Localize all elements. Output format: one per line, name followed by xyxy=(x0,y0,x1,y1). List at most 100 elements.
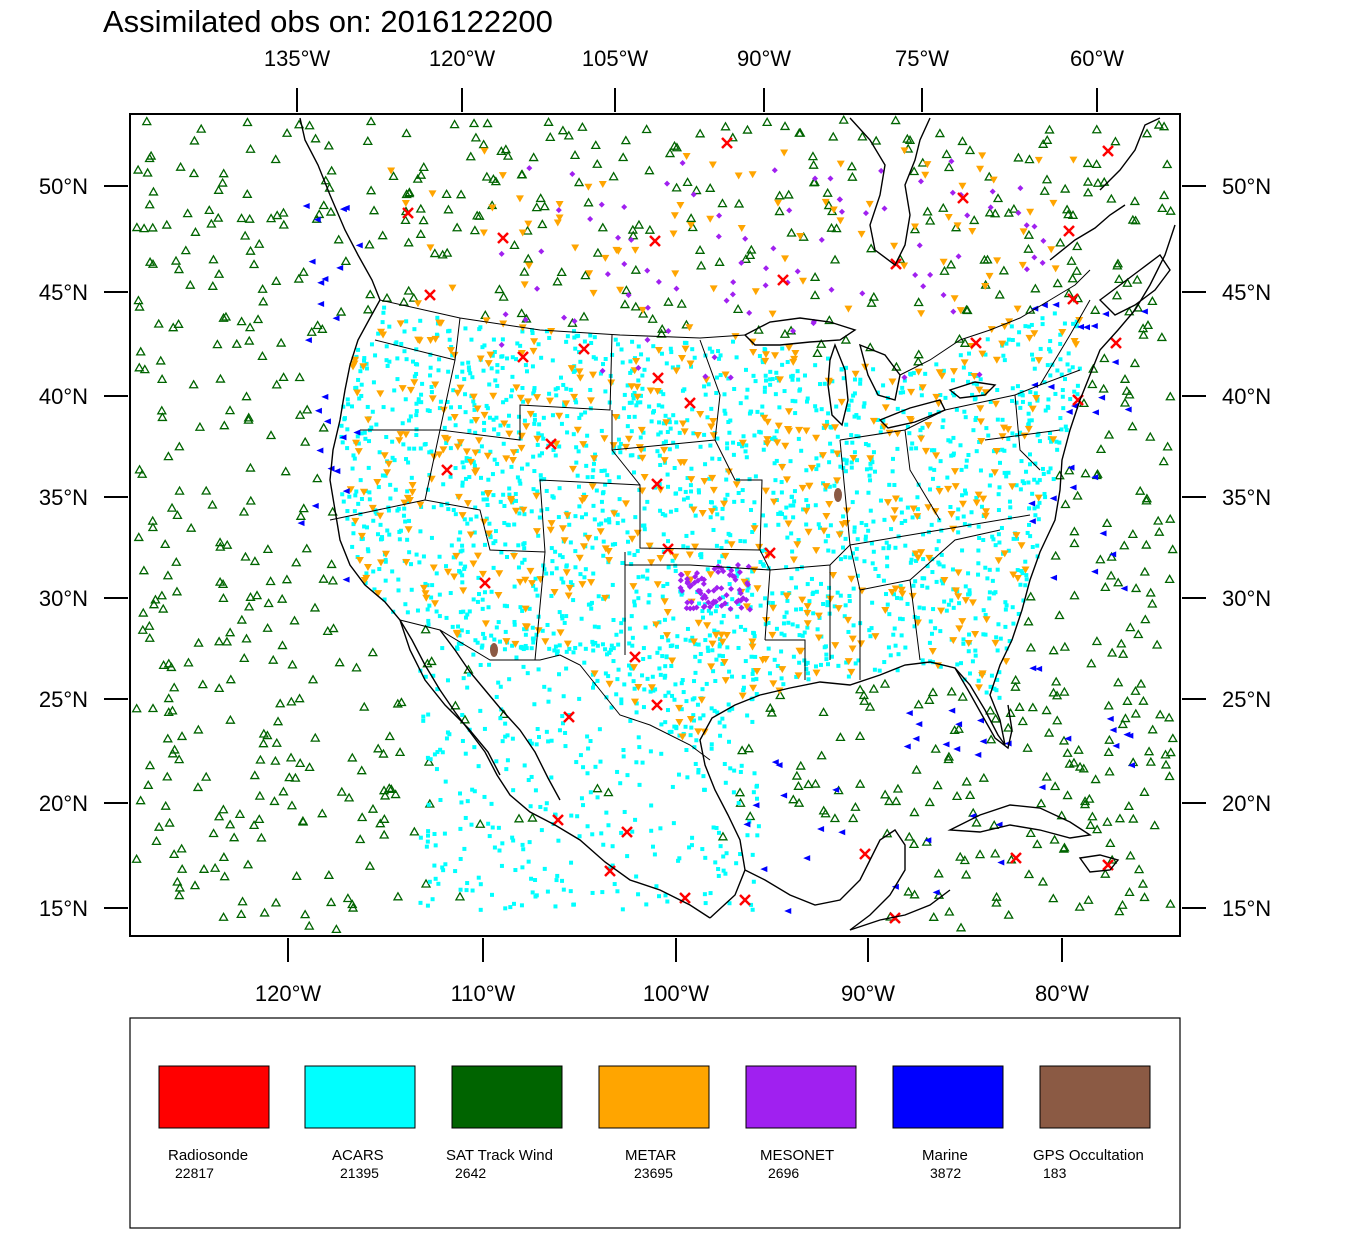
obs-marker-sat-track-wind xyxy=(807,151,819,161)
obs-marker-sat-track-wind xyxy=(180,245,191,255)
obs-marker-metar xyxy=(466,531,475,539)
obs-marker-acars xyxy=(533,894,538,899)
obs-marker-acars xyxy=(829,425,834,430)
obs-marker-acars xyxy=(445,400,450,405)
obs-marker-sat-track-wind xyxy=(766,707,777,717)
obs-marker-acars xyxy=(744,455,749,460)
obs-marker-acars xyxy=(625,854,630,859)
obs-marker-acars xyxy=(1014,536,1019,541)
obs-marker-acars xyxy=(775,663,780,668)
obs-marker-sat-track-wind xyxy=(277,593,288,603)
obs-marker-acars xyxy=(539,355,544,360)
obs-marker-acars xyxy=(559,614,564,619)
obs-marker-sat-track-wind xyxy=(927,687,939,697)
obs-marker-acars xyxy=(663,720,668,725)
obs-marker-sat-track-wind xyxy=(909,224,921,234)
obs-marker-acars xyxy=(718,733,723,738)
obs-marker-mesonet xyxy=(917,178,924,185)
obs-marker-acars xyxy=(784,565,789,570)
obs-marker-acars xyxy=(929,631,934,636)
obs-marker-acars xyxy=(989,673,994,678)
obs-marker-acars xyxy=(715,436,720,441)
us-mexico-border xyxy=(399,619,711,761)
obs-marker-acars xyxy=(651,410,656,415)
obs-marker-mesonet xyxy=(729,291,736,298)
obs-marker-acars xyxy=(601,553,606,558)
obs-marker-metar xyxy=(373,479,382,487)
obs-marker-acars xyxy=(721,868,726,873)
obs-marker-acars xyxy=(970,392,975,397)
obs-marker-marine xyxy=(948,707,956,714)
obs-marker-acars xyxy=(627,641,632,646)
obs-marker-acars xyxy=(341,404,346,409)
obs-marker-acars xyxy=(664,655,669,660)
obs-marker-sat-track-wind xyxy=(823,200,834,210)
obs-marker-acars xyxy=(470,888,475,893)
obs-marker-sat-track-wind xyxy=(256,832,267,842)
obs-marker-acars xyxy=(435,333,440,338)
obs-marker-acars xyxy=(550,413,555,418)
obs-marker-metar xyxy=(958,182,967,190)
obs-marker-metar xyxy=(770,498,779,506)
obs-marker-acars xyxy=(981,632,986,637)
obs-marker-acars xyxy=(1071,321,1076,326)
obs-marker-sat-track-wind xyxy=(281,127,293,137)
obs-marker-acars xyxy=(537,515,542,520)
obs-marker-sat-track-wind xyxy=(1116,638,1127,648)
obs-marker-acars xyxy=(930,557,935,562)
obs-marker-acars xyxy=(974,495,979,500)
obs-marker-acars xyxy=(670,643,675,648)
obs-marker-sat-track-wind xyxy=(278,219,289,229)
obs-marker-acars xyxy=(720,595,725,600)
bottom-tick-label: 110°W xyxy=(451,981,516,1006)
obs-marker-acars xyxy=(693,513,698,518)
obs-marker-acars xyxy=(472,530,477,535)
obs-marker-marine xyxy=(317,279,325,286)
obs-marker-metar xyxy=(471,416,480,424)
obs-marker-acars xyxy=(1010,338,1015,343)
obs-marker-sat-track-wind xyxy=(1098,383,1109,393)
obs-marker-sat-track-wind xyxy=(859,695,870,705)
obs-marker-acars xyxy=(490,353,495,358)
obs-marker-acars xyxy=(693,670,698,675)
obs-marker-acars xyxy=(817,525,822,530)
obs-marker-sat-track-wind xyxy=(171,556,182,566)
obs-marker-acars xyxy=(627,414,632,419)
obs-marker-acars xyxy=(934,579,939,584)
obs-marker-acars xyxy=(510,835,515,840)
obs-marker-sat-track-wind xyxy=(793,797,805,807)
obs-marker-acars xyxy=(1049,439,1054,444)
obs-marker-sat-track-wind xyxy=(964,145,976,155)
obs-marker-metar xyxy=(694,619,703,627)
obs-marker-sat-track-wind xyxy=(519,266,530,276)
obs-marker-metar xyxy=(564,592,573,600)
obs-marker-sat-track-wind xyxy=(663,296,674,306)
obs-marker-acars xyxy=(536,735,541,740)
obs-marker-acars xyxy=(475,640,480,645)
obs-marker-acars xyxy=(824,652,829,657)
obs-marker-acars xyxy=(537,453,542,458)
obs-marker-sat-track-wind xyxy=(1138,695,1149,705)
obs-marker-metar xyxy=(814,612,823,620)
obs-marker-metar xyxy=(524,262,533,270)
obs-marker-acars xyxy=(372,587,377,592)
obs-marker-acars xyxy=(426,829,431,834)
obs-marker-acars xyxy=(636,378,641,383)
obs-marker-radiosonde xyxy=(402,207,414,219)
obs-marker-metar xyxy=(964,640,973,648)
obs-marker-sat-track-wind xyxy=(336,786,347,796)
obs-marker-acars xyxy=(616,475,621,480)
obs-marker-sat-track-wind xyxy=(641,124,652,134)
obs-marker-acars xyxy=(571,432,576,437)
obs-marker-acars xyxy=(625,530,630,535)
obs-marker-acars xyxy=(813,664,818,669)
obs-marker-acars xyxy=(591,642,596,647)
obs-marker-sat-track-wind xyxy=(160,539,171,549)
obs-marker-acars xyxy=(524,646,529,651)
obs-marker-acars xyxy=(691,713,696,718)
obs-marker-acars xyxy=(531,487,536,492)
obs-marker-acars xyxy=(761,563,766,568)
obs-marker-sat-track-wind xyxy=(325,206,337,216)
obs-marker-acars xyxy=(427,603,432,608)
obs-marker-acars xyxy=(588,790,593,795)
